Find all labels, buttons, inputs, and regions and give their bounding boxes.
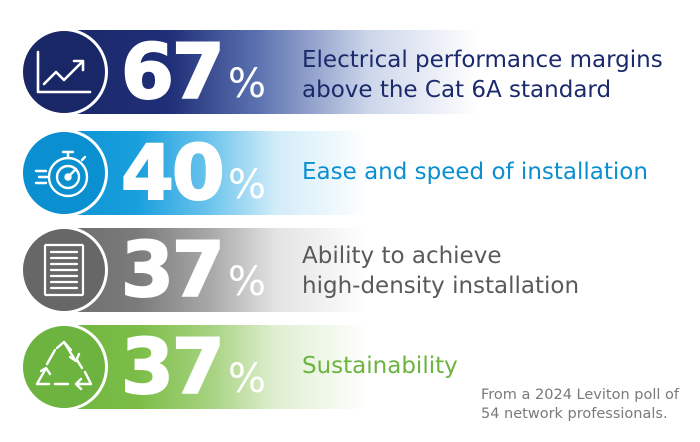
stat-unit: % — [228, 61, 267, 107]
trending-up-chart-icon — [20, 28, 108, 116]
stat-unit: % — [228, 356, 267, 402]
stat-value: 37 — [120, 225, 226, 314]
stat-unit: % — [228, 162, 267, 208]
stat-row-sustainability: 37 % Sustainability — [0, 323, 700, 411]
stat-value: 40 — [120, 128, 226, 217]
stat-label: Sustainability — [302, 353, 458, 379]
stat-band — [38, 30, 478, 114]
stat-label: Ease and speed of installation — [302, 159, 648, 185]
stat-value: 67 — [120, 27, 226, 116]
stat-row-installation-speed: 40 % Ease and speed of installation — [0, 129, 700, 217]
stat-row-performance: 67 % Electrical performance margins abov… — [0, 28, 700, 116]
stat-label: Ability to achieve high-density installa… — [302, 243, 580, 299]
stopwatch-speed-icon — [20, 129, 108, 217]
stat-unit: % — [228, 259, 267, 305]
stat-row-high-density: 37 % Ability to achieve high-density ins… — [0, 226, 700, 314]
stat-label: Electrical performance margins above the… — [302, 47, 663, 103]
recycle-icon — [20, 323, 108, 411]
source-note: From a 2024 Leviton poll of 54 network p… — [481, 387, 679, 422]
stat-value: 37 — [120, 322, 226, 411]
server-rack-icon — [20, 226, 108, 314]
